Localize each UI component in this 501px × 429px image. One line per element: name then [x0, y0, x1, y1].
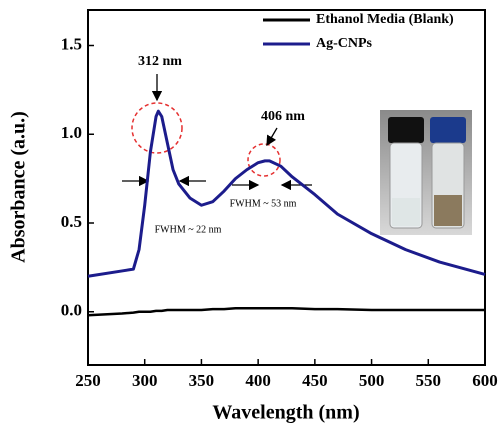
y-tick-label: 1.5: [61, 34, 82, 53]
y-tick-label: 1.0: [61, 123, 82, 142]
inset-photo: [380, 110, 472, 235]
series-line: [88, 308, 485, 315]
x-tick-label: 250: [75, 371, 101, 390]
annotation: FWHM ~ 53 nm: [230, 198, 297, 209]
y-tick-label: 0.0: [61, 301, 82, 320]
x-tick-label: 400: [245, 371, 271, 390]
x-tick-label: 300: [132, 371, 158, 390]
legend-label: Ag-CNPs: [316, 36, 373, 51]
x-tick-label: 350: [189, 371, 215, 390]
annotation: 312 nm: [138, 54, 182, 69]
annotation: FWHM ~ 22 nm: [155, 224, 222, 235]
x-tick-label: 600: [472, 371, 498, 390]
y-tick-label: 0.5: [61, 212, 82, 231]
x-tick-label: 450: [302, 371, 328, 390]
y-axis-title: Absorbance (a.u.): [8, 111, 30, 263]
x-tick-label: 550: [416, 371, 442, 390]
chart: Absorbance (a.u.) Wavelength (nm) 312 nm…: [0, 0, 501, 429]
legend-label: Ethanol Media (Blank): [316, 12, 454, 27]
annotation: 406 nm: [261, 109, 305, 124]
x-tick-label: 500: [359, 371, 385, 390]
x-axis-title: Wavelength (nm): [212, 402, 359, 424]
